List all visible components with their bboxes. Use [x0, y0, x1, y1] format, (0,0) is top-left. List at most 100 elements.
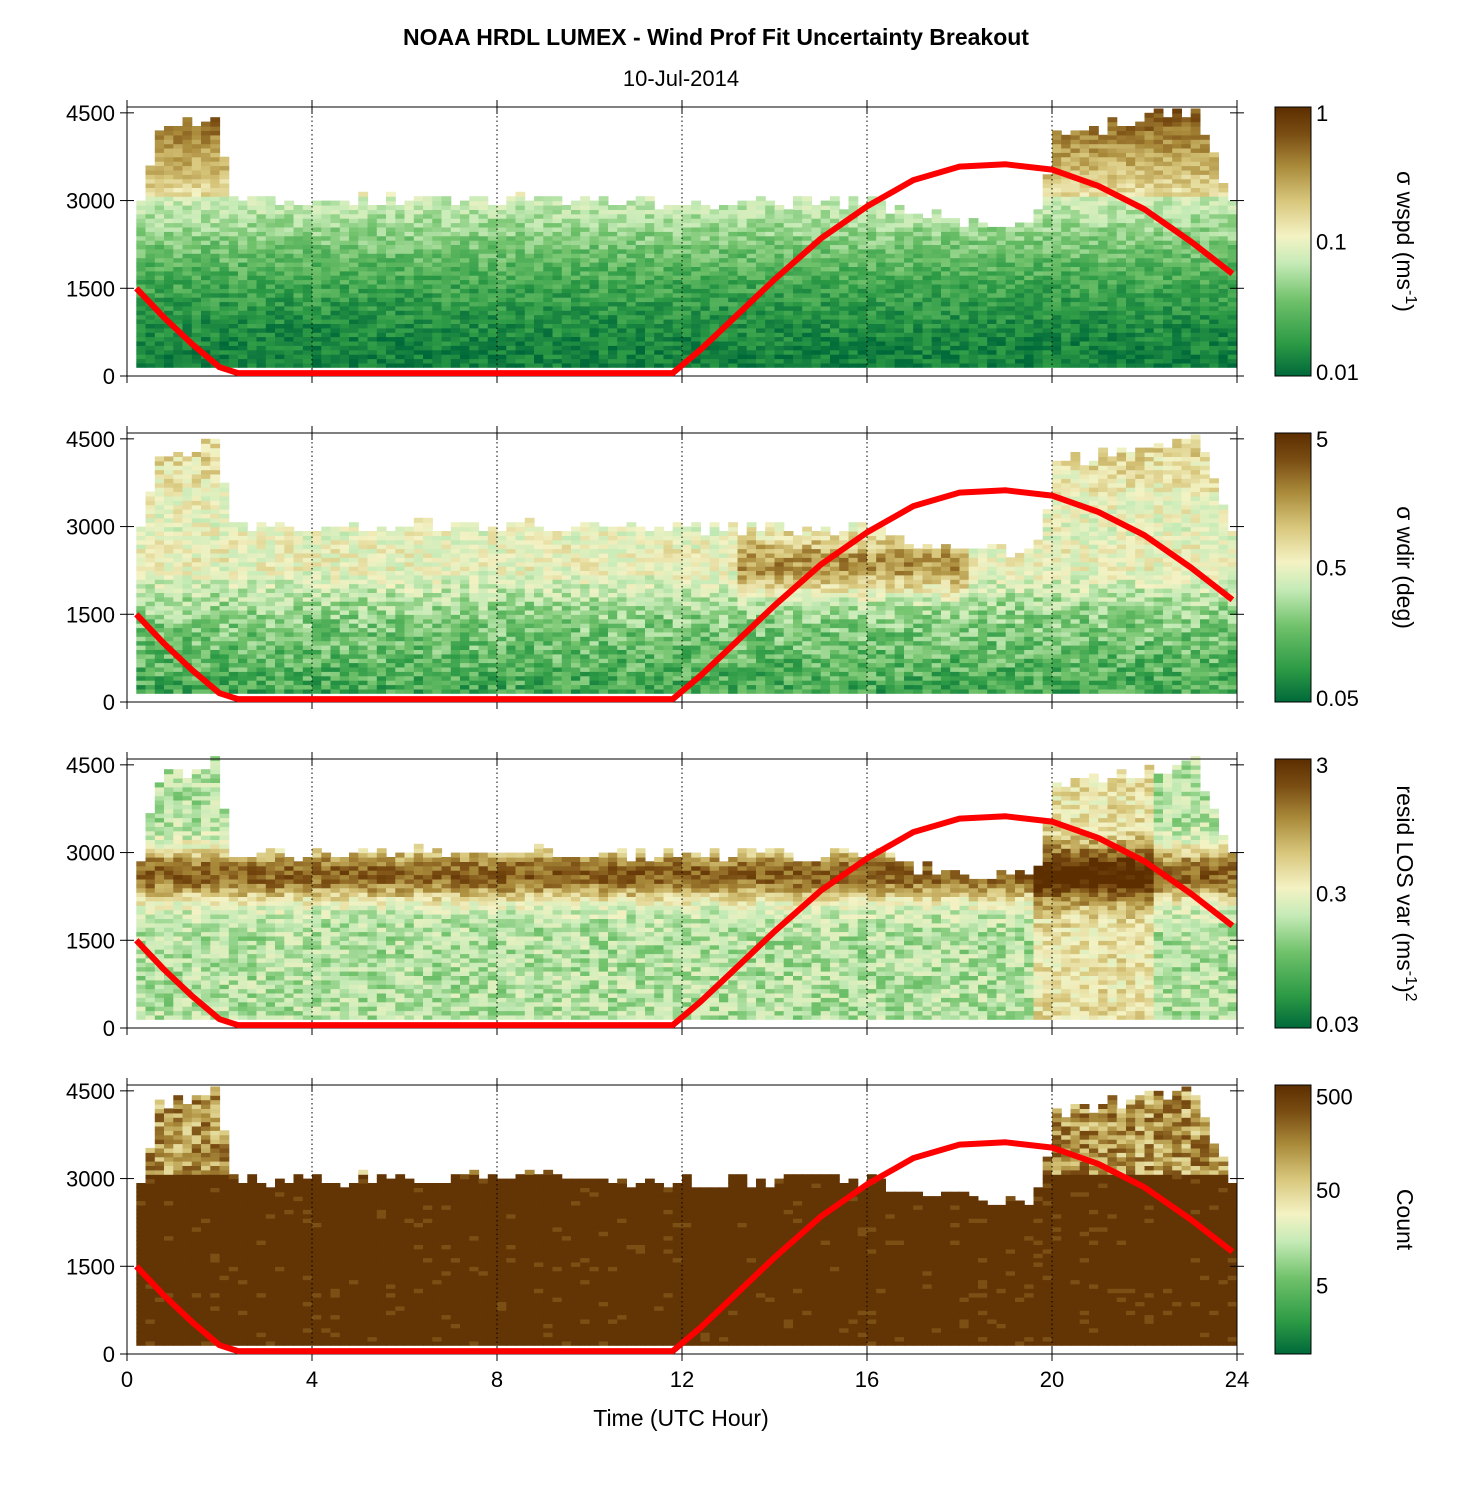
heatmap-cell [571, 363, 581, 368]
heatmap-cell [414, 244, 424, 249]
heatmap-cell [405, 218, 415, 223]
heatmap-cell [1182, 363, 1192, 368]
heatmap-cell [1163, 187, 1173, 192]
heatmap-cell [691, 363, 701, 368]
heatmap-cell [238, 301, 248, 306]
heatmap-cell [876, 258, 886, 263]
heatmap-cell [923, 236, 933, 241]
heatmap-cell [497, 253, 507, 258]
heatmap-cell [756, 328, 766, 333]
heatmap-cell [247, 310, 257, 315]
heatmap-cell [1006, 310, 1016, 315]
heatmap-cell [469, 214, 479, 219]
heatmap-cell [1228, 223, 1238, 228]
heatmap-cell [1052, 179, 1062, 184]
heatmap-cell [553, 293, 563, 298]
heatmap-cell [543, 214, 553, 219]
heatmap-cell [1089, 315, 1099, 320]
heatmap-cell [460, 359, 470, 364]
heatmap-cell [793, 223, 803, 228]
heatmap-cell [358, 293, 368, 298]
heatmap-cell [368, 227, 378, 232]
heatmap-cell [275, 258, 285, 263]
heatmap-cell [1006, 275, 1016, 280]
heatmap-cell [534, 363, 544, 368]
heatmap-cell [1145, 240, 1155, 245]
heatmap-cell [849, 319, 859, 324]
heatmap-cell [590, 275, 600, 280]
heatmap-cell [923, 275, 933, 280]
heatmap-cell [220, 319, 230, 324]
heatmap-cell [516, 301, 526, 306]
heatmap-cell [1135, 170, 1145, 175]
heatmap-cell [1172, 139, 1182, 144]
heatmap-cell [266, 337, 276, 342]
heatmap-cell [238, 231, 248, 236]
heatmap-cell [738, 244, 748, 249]
heatmap-cell [1034, 293, 1044, 298]
heatmap-cell [876, 266, 886, 271]
heatmap-cell [932, 218, 942, 223]
heatmap-cell [849, 297, 859, 302]
heatmap-cell [664, 319, 674, 324]
heatmap-cell [1006, 258, 1016, 263]
heatmap-cell [1200, 183, 1210, 188]
heatmap-cell [312, 363, 322, 368]
heatmap-cell [691, 328, 701, 333]
heatmap-cell [858, 249, 868, 254]
heatmap-cell [553, 244, 563, 249]
heatmap-cell [469, 236, 479, 241]
heatmap-cell [562, 214, 572, 219]
heatmap-cell [210, 130, 220, 135]
heatmap-cell [1071, 332, 1081, 337]
heatmap-cell [386, 258, 396, 263]
heatmap-cell [220, 201, 230, 206]
heatmap-cell [1163, 284, 1173, 289]
heatmap-cell [553, 288, 563, 293]
heatmap-cell [312, 293, 322, 298]
heatmap-cell [321, 271, 331, 276]
heatmap-cell [1191, 218, 1201, 223]
heatmap-cell [451, 323, 461, 328]
heatmap-cell [469, 350, 479, 355]
heatmap-cell [1080, 301, 1090, 306]
heatmap-cell [488, 218, 498, 223]
heatmap-cell [284, 301, 294, 306]
heatmap-cell [793, 236, 803, 241]
heatmap-cell [886, 297, 896, 302]
heatmap-cell [923, 297, 933, 302]
heatmap-cell [1015, 315, 1025, 320]
heatmap-cell [377, 280, 387, 285]
heatmap-cell [571, 306, 581, 311]
heatmap-cell [1117, 293, 1127, 298]
colorbar-tick-label: 0.1 [1316, 230, 1347, 255]
heatmap-cell [997, 350, 1007, 355]
heatmap-cell [636, 214, 646, 219]
heatmap-cell [1126, 284, 1136, 289]
heatmap-cell [1117, 328, 1127, 333]
heatmap-cell [1006, 341, 1016, 346]
colorbar-label: σ wspd (ms-1) [1392, 171, 1419, 312]
heatmap-cell [960, 288, 970, 293]
heatmap-cell [294, 280, 304, 285]
heatmap-cell [395, 323, 405, 328]
heatmap-cell [358, 231, 368, 236]
heatmap-cell [136, 636, 146, 641]
heatmap-cell [1052, 363, 1062, 368]
heatmap-cell [173, 126, 183, 131]
heatmap-cell [201, 288, 211, 293]
heatmap-cell [580, 218, 590, 223]
heatmap-cell [349, 223, 359, 228]
heatmap-cell [1182, 218, 1192, 223]
heatmap-cell [201, 179, 211, 184]
heatmap-cell [488, 275, 498, 280]
heatmap-cell [858, 218, 868, 223]
heatmap-cell [1154, 205, 1164, 210]
heatmap-cell [997, 262, 1007, 267]
heatmap-cell [580, 271, 590, 276]
heatmap-cell [765, 350, 775, 355]
heatmap-cell [913, 337, 923, 342]
heatmap-cell [617, 266, 627, 271]
heatmap-cell [590, 201, 600, 206]
heatmap-cell [941, 301, 951, 306]
